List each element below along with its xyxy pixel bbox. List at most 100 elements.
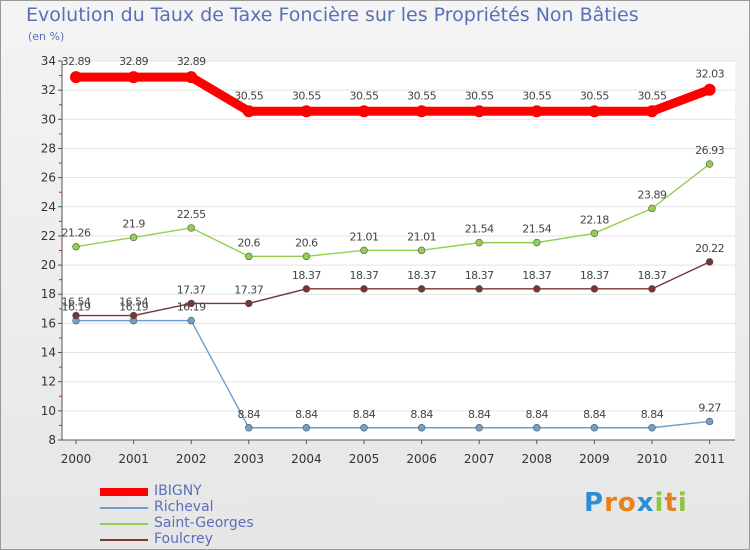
point-foulcrey — [705, 258, 714, 266]
data-label-ibigny: 32.89 — [62, 55, 91, 68]
data-label-saint-georges: 23.89 — [638, 188, 667, 201]
data-label-saint-georges: 21.01 — [407, 230, 436, 243]
legend-label-ibigny: IBIGNY — [154, 483, 202, 499]
x-tick-label: 2005 — [349, 452, 380, 466]
point-saint-georges — [360, 246, 368, 255]
data-label-richeval: 8.84 — [410, 408, 433, 421]
y-tick-label: 18 — [41, 287, 56, 301]
point-saint-georges — [187, 224, 195, 232]
data-label-richeval: 8.84 — [353, 408, 376, 421]
legend-swatch-richeval — [100, 507, 148, 509]
point-ibigny — [415, 105, 428, 118]
data-label-ibigny: 30.55 — [234, 89, 263, 102]
data-label-foulcrey: 18.37 — [638, 269, 667, 282]
data-label-saint-georges: 21.54 — [522, 223, 551, 236]
x-tick-label: 2001 — [118, 452, 149, 466]
logo-letter: x — [636, 488, 655, 518]
data-label-foulcrey: 16.54 — [119, 296, 148, 309]
point-richeval — [705, 417, 714, 426]
legend: IBIGNY Richeval Saint-Georges Foulcrey — [100, 483, 320, 548]
series-line-ibigny — [71, 72, 715, 116]
point-ibigny — [127, 71, 140, 84]
y-tick-label: 30 — [41, 112, 56, 126]
logo-letter: r — [604, 488, 618, 518]
point-foulcrey — [533, 285, 541, 293]
data-label-richeval: 16.19 — [119, 301, 148, 314]
data-label-saint-georges: 21.54 — [465, 223, 494, 236]
point-saint-georges — [72, 243, 80, 251]
point-foulcrey — [72, 311, 80, 320]
point-ibigny — [588, 105, 601, 118]
point-saint-georges — [705, 160, 714, 168]
data-label-foulcrey: 18.37 — [465, 269, 494, 282]
y-tick-label: 22 — [41, 229, 56, 243]
logo-letter: P — [584, 488, 605, 518]
data-label-ibigny: 32.89 — [177, 55, 206, 68]
x-tick-label: 2004 — [291, 452, 322, 466]
series-line-richeval — [75, 319, 711, 429]
point-foulcrey — [475, 285, 483, 293]
x-tick-label: 2008 — [522, 452, 553, 466]
point-ibigny — [300, 105, 313, 118]
proxiti-logo: Proxiti — [584, 488, 688, 518]
legend-item-ibigny: IBIGNY — [100, 483, 320, 500]
point-saint-georges — [302, 252, 311, 261]
y-tick-label: 32 — [41, 83, 56, 97]
data-label-saint-georges: 20.6 — [295, 236, 318, 249]
legend-label-richeval: Richeval — [154, 499, 214, 515]
point-foulcrey — [590, 285, 599, 293]
data-label-ibigny: 30.55 — [292, 89, 321, 102]
x-tick-label: 2006 — [406, 452, 437, 466]
point-saint-georges — [417, 246, 426, 255]
data-label-foulcrey: 18.37 — [350, 269, 379, 282]
point-saint-georges — [533, 238, 541, 247]
x-tick-label: 2010 — [637, 452, 668, 466]
y-tick-label: 10 — [41, 404, 56, 418]
point-ibigny — [358, 105, 370, 118]
point-richeval — [245, 424, 253, 432]
legend-item-foulcrey: Foulcrey — [100, 531, 320, 548]
point-richeval — [648, 424, 656, 432]
point-richeval — [590, 424, 599, 432]
data-label-foulcrey: 18.37 — [407, 269, 436, 282]
data-label-ibigny: 30.55 — [580, 89, 609, 102]
data-label-saint-georges: 21.26 — [62, 227, 91, 240]
legend-swatch-ibigny — [100, 488, 148, 496]
point-foulcrey — [648, 285, 656, 293]
data-label-foulcrey: 18.37 — [580, 269, 609, 282]
point-saint-georges — [129, 233, 138, 242]
point-richeval — [533, 424, 541, 432]
data-label-saint-georges: 26.93 — [695, 144, 724, 157]
point-foulcrey — [360, 285, 368, 293]
series-line-saint-georges — [75, 163, 711, 258]
point-ibigny — [185, 71, 198, 84]
x-tick-label: 2000 — [61, 452, 92, 466]
data-label-richeval: 8.84 — [468, 408, 491, 421]
point-ibigny — [473, 105, 486, 118]
point-ibigny — [703, 83, 716, 96]
point-ibigny — [646, 105, 658, 118]
data-label-richeval: 8.84 — [295, 408, 318, 421]
point-saint-georges — [648, 204, 656, 213]
data-label-ibigny: 32.89 — [119, 55, 148, 68]
point-foulcrey — [302, 285, 311, 293]
data-label-richeval: 8.84 — [583, 408, 606, 421]
data-label-richeval: 9.27 — [698, 401, 721, 414]
point-foulcrey — [245, 299, 253, 308]
data-label-foulcrey: 20.22 — [695, 242, 724, 255]
data-label-richeval: 8.84 — [641, 408, 664, 421]
data-label-foulcrey: 18.37 — [292, 269, 321, 282]
logo-letter: i — [677, 488, 688, 518]
data-label-foulcrey: 17.37 — [177, 283, 206, 296]
legend-label-foulcrey: Foulcrey — [154, 531, 213, 547]
data-label-ibigny: 30.55 — [465, 89, 494, 102]
point-saint-georges — [475, 238, 483, 247]
chart-title: Evolution du Taux de Taxe Foncière sur l… — [26, 4, 639, 26]
y-tick-label: 20 — [41, 258, 56, 272]
x-tick-label: 2009 — [579, 452, 610, 466]
data-label-saint-georges: 22.55 — [177, 208, 206, 221]
point-foulcrey — [187, 299, 195, 308]
y-tick-label: 14 — [41, 346, 56, 360]
data-label-ibigny: 30.55 — [350, 89, 379, 102]
